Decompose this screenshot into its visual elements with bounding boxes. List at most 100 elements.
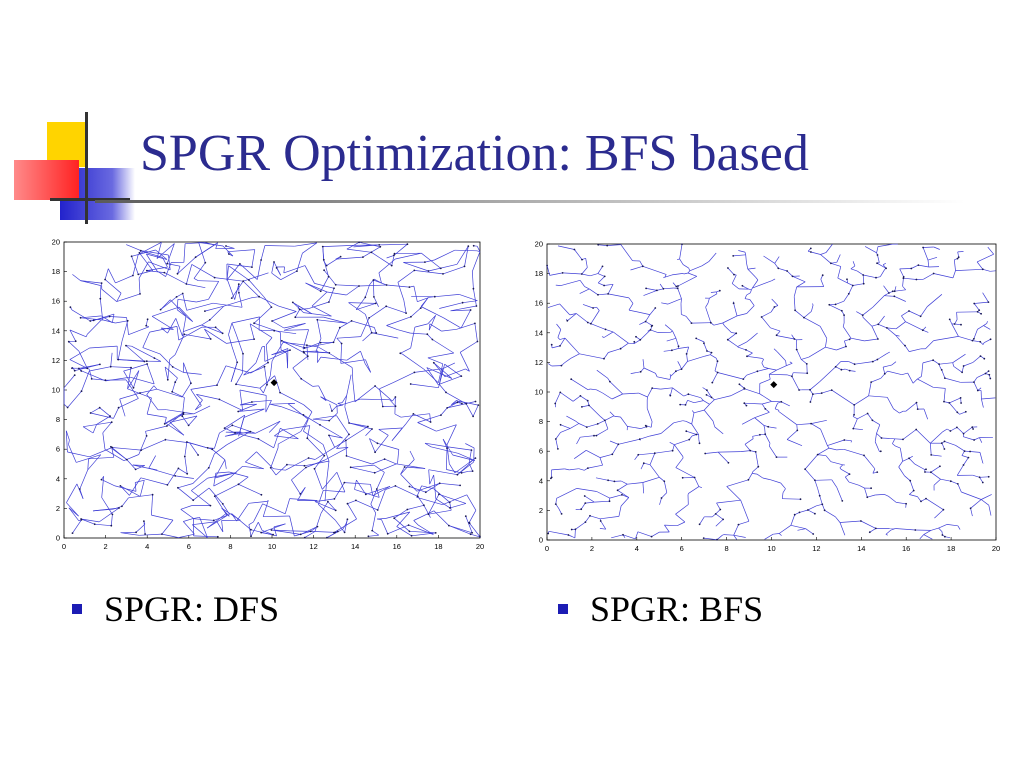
tree-edge [970, 508, 973, 517]
tree-edge [620, 342, 629, 349]
tree-edge [165, 439, 190, 444]
tree-edge [169, 354, 176, 360]
tree-edge [420, 306, 444, 319]
tree-edge [99, 407, 111, 417]
tree-edge [883, 364, 892, 368]
tree-edge [427, 315, 436, 325]
tree-edge [373, 280, 375, 297]
tree-edge [843, 448, 865, 456]
tree-node [272, 533, 274, 536]
tree-edge [621, 494, 629, 498]
tree-edge [175, 318, 183, 337]
tree-edge [776, 351, 786, 361]
tree-edge [395, 252, 422, 260]
tree-edge [746, 263, 749, 270]
tree-edge [297, 487, 306, 501]
tree-edge [424, 442, 432, 448]
tree-edge [780, 482, 786, 489]
y-tick-label: 4 [539, 476, 543, 485]
tree-edge [204, 328, 227, 344]
tree-node [979, 355, 982, 357]
tree-edge [149, 326, 178, 333]
tree-edge [828, 447, 837, 451]
tree-edge [169, 415, 198, 423]
tree-node [580, 273, 583, 275]
tree-node [300, 377, 303, 380]
tree-edge [146, 270, 165, 273]
tree-node [973, 381, 975, 383]
tree-edge [770, 327, 781, 332]
tree-node [745, 349, 747, 351]
tree-edge [807, 509, 816, 515]
tree-node [144, 533, 146, 535]
tree-node [399, 352, 402, 355]
tree-edge [306, 425, 311, 439]
tree-node [449, 507, 451, 509]
tree-node [798, 389, 800, 391]
tree-edge [232, 424, 256, 434]
tree-edge [214, 277, 244, 282]
tree-edge [67, 451, 90, 458]
tree-node [370, 251, 373, 254]
tree-edge [235, 333, 244, 354]
tree-edge [162, 257, 168, 268]
tree-node [145, 360, 148, 363]
tree-edge [696, 338, 705, 343]
tree-node [677, 285, 679, 287]
tree-edge [141, 439, 166, 451]
tree-node [639, 338, 642, 341]
tree-node [423, 504, 425, 507]
tree-edge [951, 323, 959, 337]
tree-edge [929, 443, 932, 455]
tree-edge [138, 261, 149, 279]
tree-edge [972, 340, 981, 343]
tree-edge [635, 531, 639, 540]
tree-node [326, 536, 328, 539]
tree-edge [874, 433, 877, 442]
y-tick-label: 4 [56, 474, 60, 483]
tree-edge [663, 481, 668, 493]
tree-node [688, 438, 691, 441]
tree-edge [902, 278, 904, 287]
tree-edge [580, 435, 595, 438]
tree-edge [373, 464, 385, 473]
tree-edge [116, 293, 122, 302]
tree-edge [355, 500, 378, 511]
tree-edge [548, 363, 552, 367]
tree-node [716, 538, 718, 541]
tree-edge [410, 383, 439, 389]
tree-edge [165, 412, 184, 424]
tree-edge [249, 323, 273, 338]
tree-edge [672, 387, 685, 397]
tree-node [348, 422, 350, 424]
tree-edge [717, 372, 744, 380]
tree-edge [611, 444, 619, 455]
tree-node [679, 403, 682, 406]
tree-edge [663, 276, 666, 279]
tree-edge [693, 409, 705, 414]
tree-edge [973, 329, 978, 339]
tree-node [327, 500, 329, 503]
tree-edge [871, 323, 879, 327]
tree-node [660, 497, 663, 499]
tree-edge [849, 370, 856, 372]
tree-edge [714, 361, 718, 372]
tree-edge [133, 370, 140, 388]
tree-edge [180, 505, 193, 510]
tree-node [345, 439, 347, 442]
tree-edge [326, 256, 341, 266]
tree-edge [430, 446, 459, 454]
dfs-tree-plot: 0 2 4 6 8 10 12 14 16 18 20 0 2 4 6 8 10 12 14 16 18 20 [40, 236, 490, 556]
tree-edge [78, 364, 100, 369]
tree-node [908, 310, 910, 312]
tree-node [871, 419, 874, 422]
tree-node [302, 414, 305, 416]
tree-node [589, 514, 591, 517]
tree-node [125, 344, 127, 347]
tree-edge [973, 377, 978, 383]
tree-edge [314, 447, 335, 460]
tree-edge [884, 292, 890, 297]
tree-edge [423, 368, 439, 384]
x-tick-label: 18 [947, 544, 955, 553]
tree-edge [584, 286, 590, 290]
